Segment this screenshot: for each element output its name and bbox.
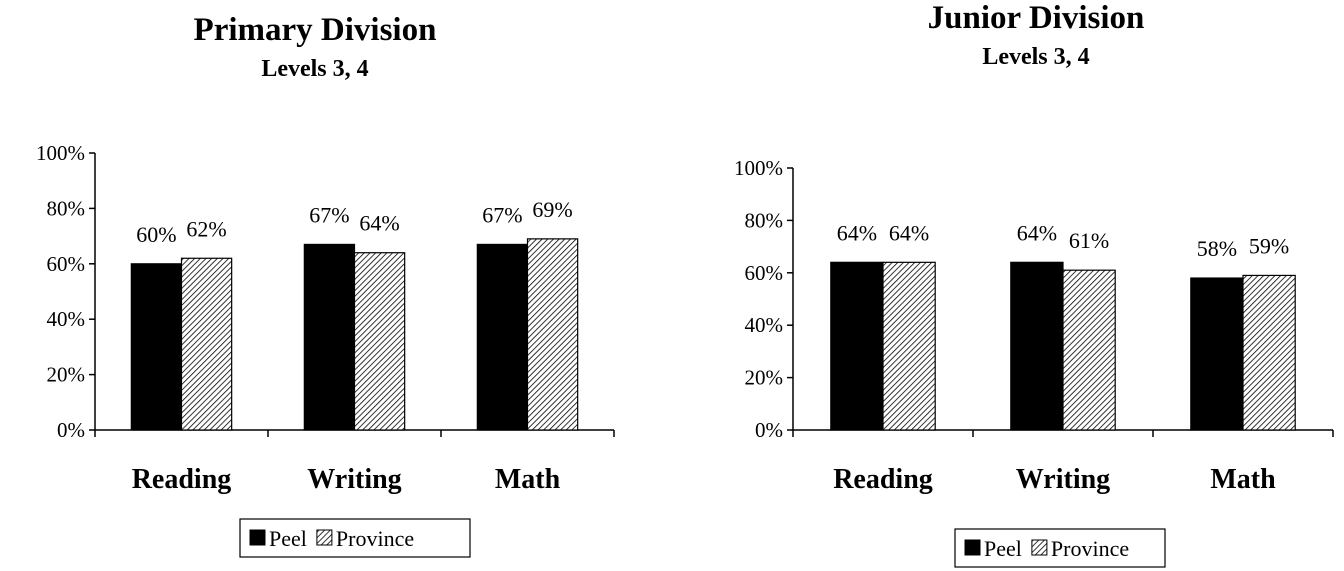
legend-swatch-province: [1031, 539, 1048, 556]
category-label: Math: [495, 464, 561, 495]
data-label: 62%: [186, 216, 226, 241]
chart-title: Primary Division: [194, 12, 437, 48]
legend: Peel Province: [954, 528, 1166, 568]
legend-swatch-peel: [964, 539, 981, 556]
legend-label-peel: Peel: [269, 526, 307, 551]
chart-1: Primary Division Levels 3, 4 0% 20% 40% 60% 80…: [36, 12, 615, 558]
data-label: 60%: [136, 222, 176, 247]
y-tick-label: 60%: [47, 252, 86, 276]
legend-label-province: Province: [1051, 536, 1129, 561]
legend-label-peel: Peel: [984, 536, 1022, 561]
y-tick-label: 20%: [47, 363, 86, 387]
y-tick-label: 40%: [47, 307, 86, 331]
y-tick-label: 40%: [745, 313, 784, 337]
legend-box: [954, 528, 1166, 568]
bar-peel-math: [476, 243, 529, 431]
category-label: Writing: [307, 464, 401, 495]
legend-box: [239, 518, 471, 558]
data-label: 67%: [309, 202, 349, 227]
legend-swatch-province: [316, 529, 333, 546]
y-tick-label: 60%: [745, 261, 784, 285]
data-label: 64%: [889, 220, 929, 245]
category-label: Writing: [1016, 464, 1110, 495]
bar-province-reading: [882, 261, 936, 431]
chart-2: Junior Division Levels 3, 4 0% 20% 40% 60% 80%…: [734, 0, 1334, 568]
y-tick-label: 0%: [755, 418, 783, 442]
y-tick-label: 80%: [745, 208, 784, 232]
bar-province-math: [526, 238, 579, 431]
data-label: 64%: [1017, 220, 1057, 245]
chart-subtitle: Levels 3, 4: [261, 56, 368, 82]
bar-peel-writing: [1010, 261, 1064, 431]
data-label: 64%: [837, 220, 877, 245]
bar-province-writing: [353, 252, 406, 431]
bar-peel-reading: [130, 263, 183, 431]
data-label: 59%: [1249, 233, 1289, 258]
legend: Peel Province: [239, 518, 471, 558]
data-label: 67%: [482, 202, 522, 227]
bar-province-math: [1242, 274, 1296, 431]
bar-province-reading: [180, 257, 233, 431]
y-tick-label: 20%: [745, 366, 784, 390]
data-label: 58%: [1197, 236, 1237, 261]
bar-peel-reading: [830, 261, 884, 431]
y-tick-label: 100%: [734, 156, 783, 180]
y-tick-label: 80%: [47, 196, 86, 220]
bar-peel-math: [1190, 277, 1244, 431]
data-label: 61%: [1069, 228, 1109, 253]
chart-subtitle: Levels 3, 4: [982, 44, 1089, 70]
bar-province-writing: [1062, 269, 1116, 431]
category-label: Reading: [132, 464, 232, 495]
y-tick-label: 100%: [36, 141, 85, 165]
legend-swatch-peel: [249, 529, 266, 546]
chart-title: Junior Division: [928, 0, 1145, 36]
legend-label-province: Province: [336, 526, 414, 551]
category-label: Math: [1210, 464, 1276, 495]
data-label: 64%: [359, 211, 399, 236]
y-tick-label: 0%: [57, 418, 85, 442]
bar-peel-writing: [303, 243, 356, 431]
data-label: 69%: [532, 197, 572, 222]
category-label: Reading: [833, 464, 933, 495]
